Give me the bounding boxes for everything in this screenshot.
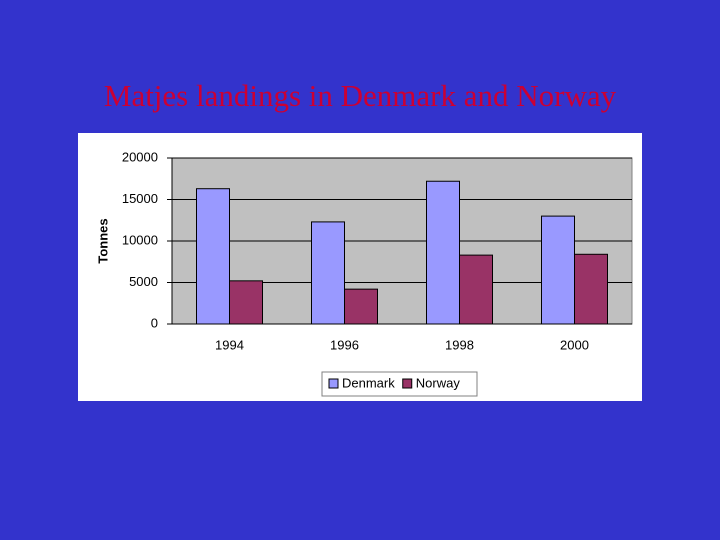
y-tick-label: 5000 — [129, 274, 158, 289]
legend-box — [321, 371, 478, 397]
bar — [459, 254, 493, 325]
y-tick-label: 15000 — [122, 191, 158, 206]
x-tick-label: 1996 — [330, 337, 359, 352]
slide-title: Matjes landings in Denmark and Norway — [104, 78, 617, 113]
bar — [229, 280, 263, 325]
y-tick-label: 20000 — [122, 149, 158, 164]
legend-label: Norway — [416, 375, 461, 390]
bar — [426, 180, 460, 325]
y-axis-label: Tonnes — [95, 218, 110, 263]
legend-label: Denmark — [342, 375, 395, 390]
bar — [196, 188, 230, 325]
x-tick-label: 1994 — [215, 337, 244, 352]
bar — [574, 253, 608, 325]
x-tick-label: 2000 — [560, 337, 589, 352]
x-tick-label: 1998 — [445, 337, 474, 352]
bar — [344, 288, 378, 325]
bar — [541, 215, 575, 325]
y-tick-label: 0 — [151, 315, 158, 330]
bar — [311, 221, 345, 325]
legend-swatch — [328, 378, 339, 389]
legend-swatch — [402, 378, 413, 389]
y-tick-label: 10000 — [122, 232, 158, 247]
